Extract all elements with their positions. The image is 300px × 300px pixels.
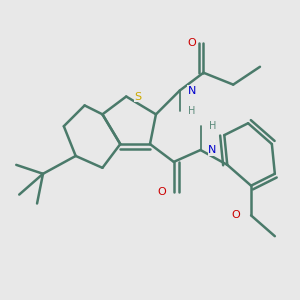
Text: H: H	[188, 106, 195, 116]
Text: H: H	[209, 121, 216, 131]
Text: N: N	[208, 145, 217, 155]
Text: O: O	[187, 38, 196, 48]
Text: O: O	[158, 187, 166, 196]
Text: S: S	[134, 92, 142, 101]
Text: O: O	[232, 210, 241, 220]
Text: N: N	[188, 85, 196, 96]
